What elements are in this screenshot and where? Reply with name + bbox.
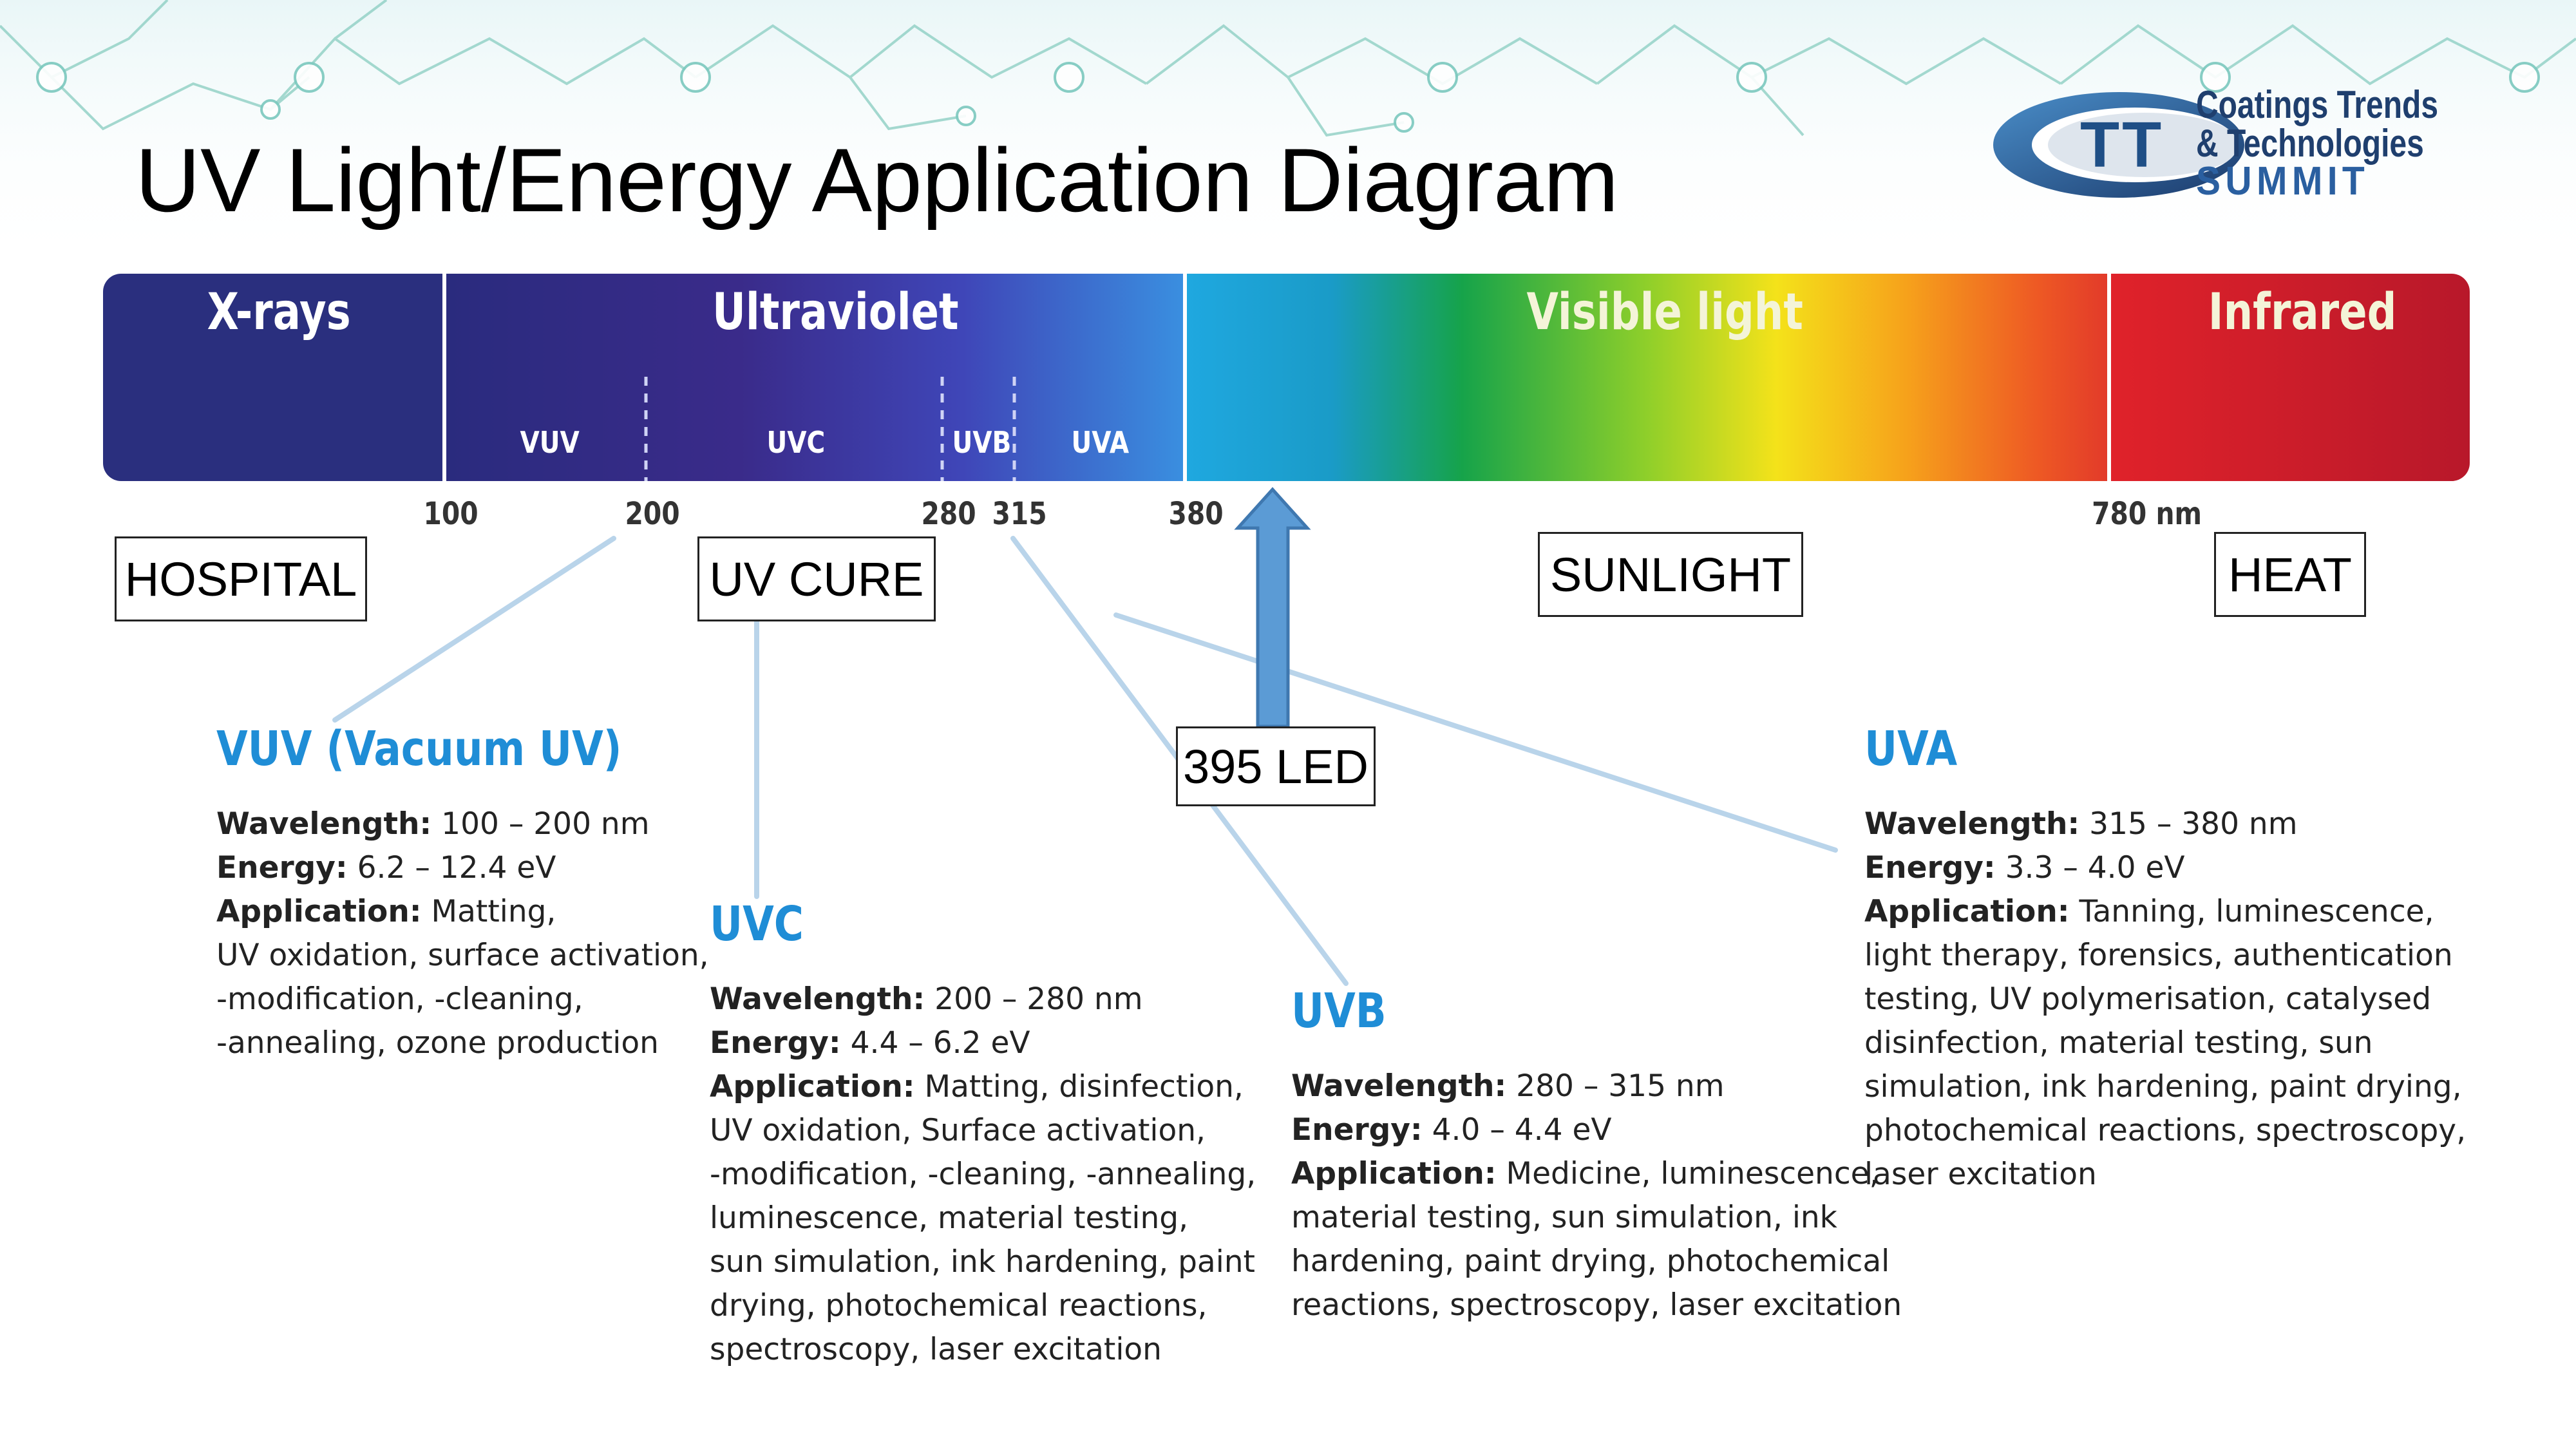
sub-band-vuv: VUV <box>520 425 580 460</box>
card-vuv-energy: Energy: 6.2 – 12.4 eV <box>216 850 556 886</box>
card-vuv-wavelength: Wavelength: 100 – 200 nm <box>216 806 650 842</box>
logo-line-1: Coatings Trends <box>2196 83 2439 126</box>
tag-sunlight: SUNLIGHT <box>1538 532 1803 617</box>
tick-label-315: 315 <box>992 496 1047 532</box>
logo-line-2: & Technologies <box>2196 122 2424 165</box>
card-uva-title: UVA <box>1864 721 1958 777</box>
tag-heat: HEAT <box>2214 532 2366 617</box>
card-uvb-application-line: hardening, paint drying, photochemical <box>1291 1244 1890 1279</box>
card-vuv-title: VUV (Vacuum UV) <box>216 721 622 777</box>
logo-line-3: SUMMIT <box>2196 159 2370 204</box>
electromagnetic-spectrum-bar <box>103 274 2470 481</box>
card-uvb: UVB Wavelength: 280 – 315 nm Energy: 4.0… <box>1291 982 1902 1327</box>
card-uvc-application-line: UV oxidation, Surface activation, <box>710 1113 1206 1148</box>
card-uvb-title: UVB <box>1291 983 1387 1039</box>
tick-label-200: 200 <box>625 496 680 532</box>
card-uva-application-line: testing, UV polymerisation, catalysed <box>1864 981 2432 1017</box>
tick-label-380: 380 <box>1168 496 1224 532</box>
tick-label-100: 100 <box>423 496 478 532</box>
card-uvb-application: Application: Medicine, luminescence, <box>1291 1156 1879 1191</box>
card-uvc-application-line: spectroscopy, laser excitation <box>710 1332 1162 1367</box>
card-uvb-application-line: reactions, spectroscopy, laser excitatio… <box>1291 1287 1902 1323</box>
band-label-ultraviolet: Ultraviolet <box>712 283 959 341</box>
card-vuv-application-line: -modification, -cleaning, <box>216 981 583 1017</box>
card-uvc: UVC Wavelength: 200 – 280 nm Energy: 4.4… <box>710 895 1289 1372</box>
sub-band-uva: UVA <box>1071 425 1130 460</box>
tag-hospital: HOSPITAL <box>115 536 367 621</box>
card-uvc-application-line: sun simulation, ink hardening, paint <box>710 1244 1255 1280</box>
card-uvc-application-line: -modification, -cleaning, -annealing, <box>710 1157 1256 1192</box>
card-uva-application: Application: Tanning, luminescence, <box>1864 894 2434 929</box>
tick-label-280: 280 <box>921 496 976 532</box>
card-uvc-wavelength: Wavelength: 200 – 280 nm <box>710 981 1143 1017</box>
band-label-xrays: X-rays <box>207 283 351 341</box>
card-vuv: VUV (Vacuum UV) Wavelength: 100 – 200 nm… <box>216 720 796 1065</box>
tag-uv-cure: UV CURE <box>697 536 936 621</box>
card-uva: UVA Wavelength: 315 – 380 nm Energy: 3.3… <box>1864 720 2467 1197</box>
card-uvb-application-line: material testing, sun simulation, ink <box>1291 1200 1837 1235</box>
band-label-visible-light: Visible light <box>1526 283 1803 341</box>
card-uva-application-line: disinfection, material testing, sun <box>1864 1025 2373 1061</box>
card-uva-energy: Energy: 3.3 – 4.0 eV <box>1864 850 2185 886</box>
logo-monogram: TT <box>2080 109 2164 181</box>
card-vuv-application-line: UV oxidation, surface activation, <box>216 938 709 973</box>
card-uvc-application: Application: Matting, disinfection, <box>710 1069 1244 1104</box>
page-title: UV Light/Energy Application Diagram <box>135 129 1619 231</box>
card-uvc-application-line: luminescence, material testing, <box>710 1200 1189 1236</box>
card-uva-application-line: light therapy, forensics, authentication <box>1864 938 2453 973</box>
led-arrow <box>1234 487 1311 728</box>
tick-label-780nm: 780 nm <box>2092 496 2202 532</box>
sub-band-uvb: UVB <box>952 425 1012 460</box>
band-label-infrared: Infrared <box>2208 283 2397 341</box>
card-vuv-application: Application: Matting, <box>216 894 556 929</box>
card-uva-application-line: simulation, ink hardening, paint drying, <box>1864 1069 2462 1104</box>
card-uvc-energy: Energy: 4.4 – 6.2 eV <box>710 1025 1030 1061</box>
card-uvc-title: UVC <box>710 896 804 952</box>
card-uvb-energy: Energy: 4.0 – 4.4 eV <box>1291 1112 1612 1148</box>
card-vuv-application-line: -annealing, ozone production <box>216 1025 659 1061</box>
card-uvb-wavelength: Wavelength: 280 – 315 nm <box>1291 1068 1725 1104</box>
sub-band-uvc: UVC <box>766 425 826 460</box>
card-uva-application-line: laser excitation <box>1864 1157 2097 1192</box>
ctt-summit-logo <box>1993 92 2244 198</box>
card-uva-wavelength: Wavelength: 315 – 380 nm <box>1864 806 2298 842</box>
card-uvc-application-line: drying, photochemical reactions, <box>710 1288 1208 1323</box>
card-uva-application-line: photochemical reactions, spectroscopy, <box>1864 1113 2467 1148</box>
tag-395-led: 395 LED <box>1176 726 1376 806</box>
